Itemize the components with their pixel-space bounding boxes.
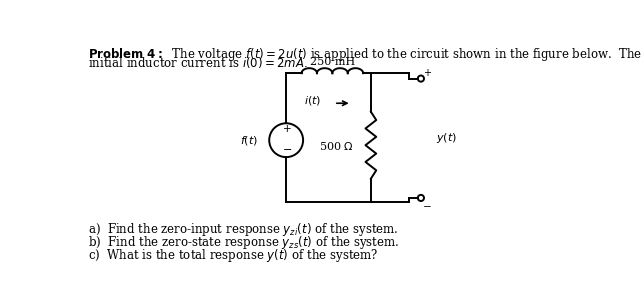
Text: 250 mH: 250 mH — [310, 57, 355, 67]
Text: c)  What is the total response $y(t)$ of the system?: c) What is the total response $y(t)$ of … — [88, 247, 379, 264]
Text: $y(t)$: $y(t)$ — [436, 131, 457, 145]
Text: $\mathbf{Problem\ 4:}$  The voltage $f(t) = 2u(t)$ is applied to the circuit sho: $\mathbf{Problem\ 4:}$ The voltage $f(t)… — [88, 46, 641, 63]
Text: −: − — [283, 145, 292, 155]
Text: b)  Find the zero-state response $y_{zs}(t)$ of the system.: b) Find the zero-state response $y_{zs}(… — [88, 234, 400, 251]
Text: $f(t)$: $f(t)$ — [240, 134, 258, 147]
Text: 500 $\Omega$: 500 $\Omega$ — [319, 140, 354, 152]
Text: initial inductor current is $i(0) = 2mA.$: initial inductor current is $i(0) = 2mA.… — [88, 56, 307, 70]
Text: a)  Find the zero-input response $y_{zi}(t)$ of the system.: a) Find the zero-input response $y_{zi}(… — [88, 221, 399, 238]
Text: +: + — [423, 68, 431, 78]
Text: +: + — [283, 124, 292, 134]
Text: $i(t)$: $i(t)$ — [303, 94, 321, 107]
Text: −: − — [422, 202, 431, 212]
